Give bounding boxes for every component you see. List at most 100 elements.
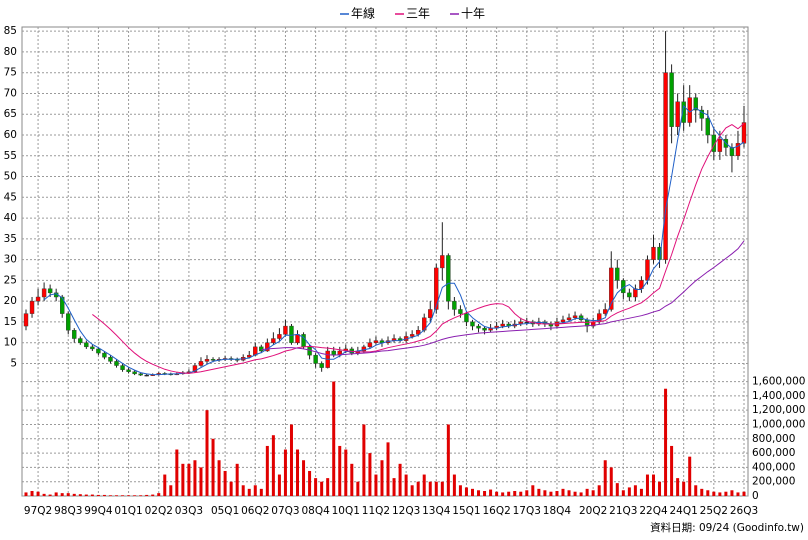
x-tick-label: 15Q1 [452,505,480,517]
volume-bar [314,478,318,496]
volume-bar [428,481,432,496]
volume-bar [223,470,227,496]
y-tick-label: 10 [4,337,17,349]
volume-bar [603,460,607,496]
y-tick-label: 35 [4,233,17,245]
volume-bar [265,445,269,496]
candle-body [295,334,300,343]
volume-bar [54,492,58,496]
x-tick-label: 22Q4 [639,505,668,517]
x-tick-label: 07Q3 [271,505,299,517]
candle-body [415,330,421,335]
volume-bar [374,474,378,496]
candle-body [210,359,216,361]
candle-body [313,354,318,364]
y-tick-label: 70 [4,87,17,99]
candle-body [476,325,481,329]
candle-body [705,118,710,136]
x-tick-label: 12Q3 [392,505,420,517]
candle-body [47,288,53,294]
ma-line [261,240,745,356]
candle-body [693,97,698,111]
x-tick-label: 18Q4 [543,505,572,517]
volume-bar [519,491,523,496]
candle-body [120,365,125,370]
candle-body [90,346,95,350]
candle-body [458,309,463,314]
volume-bar [567,490,571,496]
volume-bar [169,485,173,496]
volume-bar [398,463,402,496]
volume-bar [151,494,155,496]
candle-body [560,319,566,323]
candle-body [409,334,415,337]
volume-bar [658,481,662,496]
candle-body [289,325,294,343]
candle-body [23,313,29,327]
volume-bar [422,474,426,496]
footnote: 資料日期: 09/24 (Goodinfo.tw) [650,521,804,534]
volume-bar [356,481,360,496]
y-tick-label: 45 [4,191,17,203]
volume-bar [296,449,300,496]
volume-bar [60,493,64,496]
candle-body [138,373,143,376]
candle-body [663,72,668,260]
volume-bar [700,488,704,496]
volume-bar [229,481,233,496]
candle-body [711,134,717,152]
y2-tick-label: 800,000 [752,433,795,445]
x-tick-label: 05Q1 [211,505,239,517]
volume-bar [84,494,88,496]
volume-bar [561,488,565,496]
x-tick-label: 98Q3 [54,505,82,517]
volume-bar [627,487,631,496]
candle-body [41,288,47,298]
candle-body [675,101,680,127]
y-tick-label: 40 [4,212,17,224]
y-tick-label: 65 [4,108,17,120]
volume-bar [127,495,131,496]
volume-bar [706,490,710,496]
candle-body [84,342,89,348]
volume-bar [217,460,221,496]
x-tick-label: 08Q4 [301,505,330,517]
volume-bar [199,467,203,496]
volume-bar [380,460,384,496]
x-tick-label: 24Q1 [670,505,698,517]
x-tick-label: 06Q2 [241,505,269,517]
candle-body [367,342,373,348]
candle-body [434,267,439,310]
volume-bar [555,490,559,496]
volume-bar [452,474,456,496]
legend-label: 十年 [461,7,485,21]
x-tick-label: 13Q4 [422,505,451,517]
candle-body [627,292,632,298]
x-tick-label: 97Q2 [24,505,52,517]
y-tick-label: 80 [4,46,17,58]
x-tick-label: 01Q1 [114,505,142,517]
volume-bar [724,491,728,496]
volume-bar [718,492,722,496]
volume-bar [591,490,595,496]
volume-bar [163,474,167,496]
volume-bar [609,467,613,496]
x-tick-label: 10Q1 [332,505,360,517]
volume-bar [501,492,505,496]
volume-bar [507,491,511,496]
candle-body [681,101,686,123]
candle-body [729,147,735,156]
y2-tick-label: 1,400,000 [752,390,805,402]
volume-bar [404,474,408,496]
volume-bar [573,491,577,496]
candle-body [633,288,638,298]
volume-bar [477,490,481,496]
y-tick-label: 75 [4,67,17,79]
candle-body [108,357,113,362]
volume-bar [241,485,245,496]
volume-bar [579,492,583,496]
candle-body [609,267,614,310]
candle-body [572,315,578,318]
volume-bar [181,463,185,496]
